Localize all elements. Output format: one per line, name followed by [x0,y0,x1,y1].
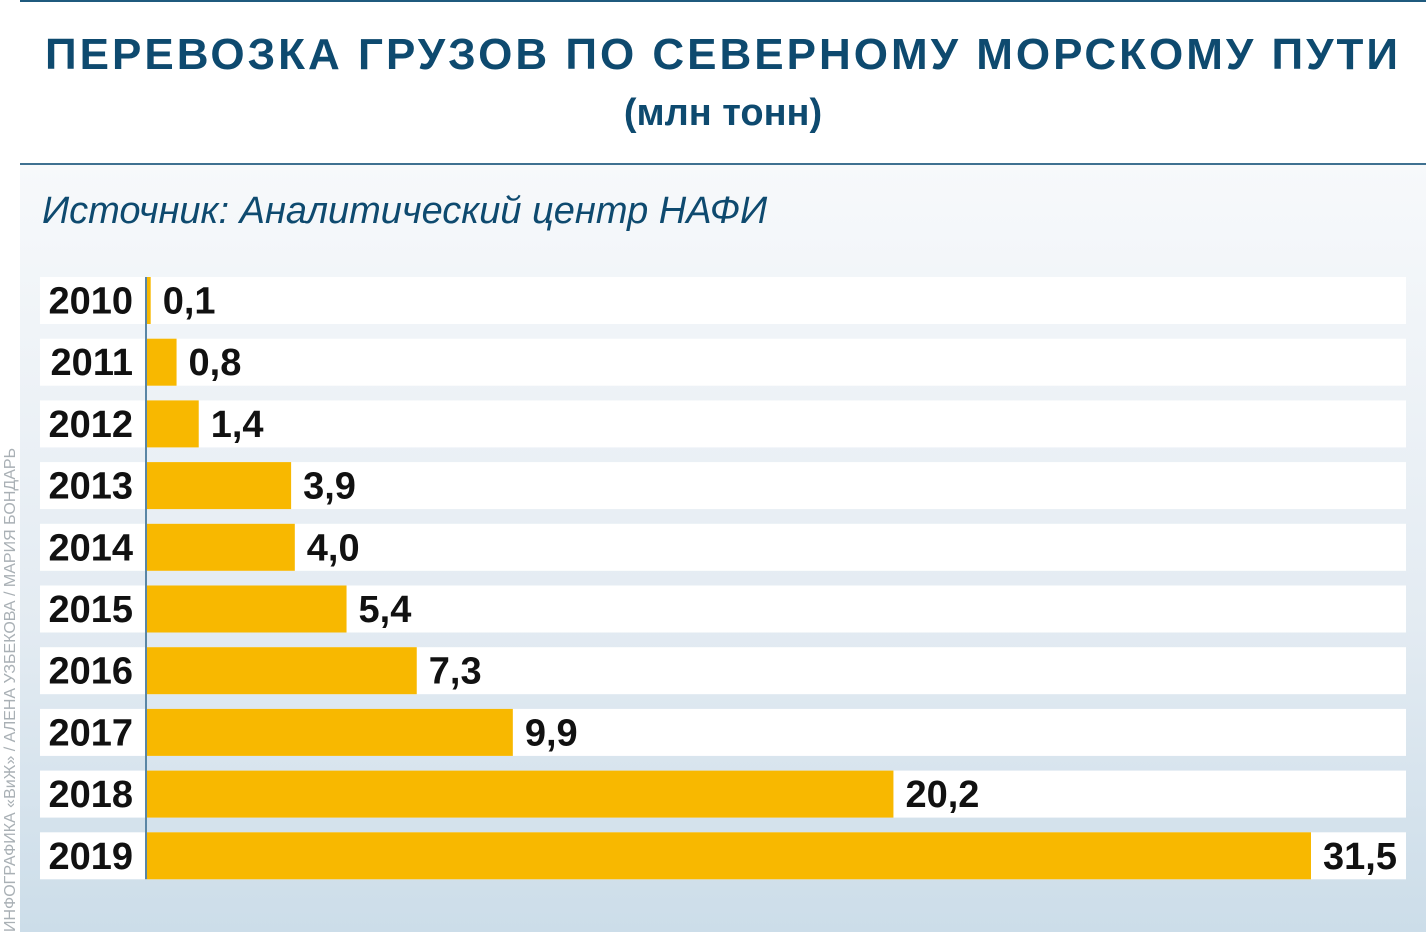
bar [147,277,151,324]
category-label: 2014 [48,527,133,569]
bar [147,400,199,448]
data-label: 4,0 [307,527,360,569]
bar [147,770,894,818]
top-rule [20,0,1426,2]
category-label: 2011 [51,342,133,384]
bar [147,647,417,695]
category-label: 2013 [48,466,133,508]
data-label: 0,1 [163,281,216,323]
bar [147,708,513,756]
data-label: 7,3 [429,651,482,693]
bar [147,585,347,633]
category-label: 2012 [48,404,133,446]
category-label: 2017 [48,712,133,754]
row-background [40,277,1406,324]
data-label: 20,2 [905,774,979,816]
bar [147,338,177,386]
bar [147,832,1311,880]
data-label: 3,9 [303,466,356,508]
bar [147,462,292,510]
chart-title: ПЕРЕВОЗКА ГРУЗОВ ПО СЕВЕРНОМУ МОРСКОМУ П… [45,30,1401,79]
source-note: Источник: Аналитический центр НАФИ [42,190,768,232]
row-background [40,338,1406,386]
bar [147,523,295,571]
chart-subtitle: (млн тонн) [623,92,823,134]
category-label: 2016 [48,651,133,693]
data-label: 1,4 [211,404,264,446]
data-label: 9,9 [525,712,578,754]
data-label: 31,5 [1323,836,1397,878]
data-label: 5,4 [359,589,412,631]
category-label: 2018 [48,774,133,816]
category-label: 2010 [48,281,133,323]
row-background [40,400,1406,448]
header-divider [20,163,1426,165]
category-label: 2015 [48,589,133,631]
category-label: 2019 [48,836,133,878]
data-label: 0,8 [189,342,242,384]
